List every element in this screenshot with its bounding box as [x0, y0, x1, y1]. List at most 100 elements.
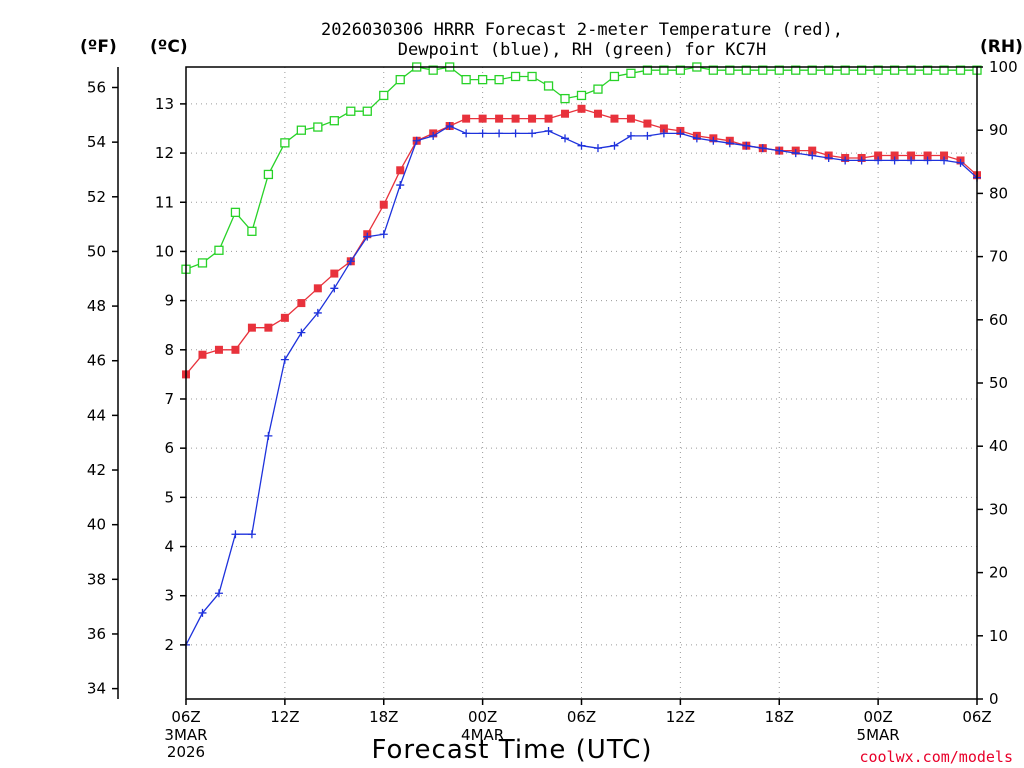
rh-point [593, 84, 603, 94]
x-tick-label: 18Z [765, 708, 794, 726]
celsius-unit-label: (ºC) [150, 37, 188, 57]
dewpoint-point [643, 131, 652, 140]
fahrenheit-tick-label: 50 [87, 242, 106, 260]
temperature-point [643, 119, 652, 128]
grid [186, 67, 977, 699]
dewpoint-point [692, 134, 701, 143]
dewpoint-point [940, 156, 949, 165]
dewpoint-point [758, 144, 767, 153]
temperature-point [478, 114, 487, 123]
rh-unit-label: (RH) [980, 37, 1023, 57]
rh-point [362, 106, 372, 116]
rh-tick-label: 20 [989, 564, 1008, 582]
rh-tick-label: 80 [989, 184, 1008, 202]
dewpoint-point [247, 530, 256, 539]
rh-point [527, 71, 537, 82]
dewpoint-point [610, 141, 619, 150]
x-date-label: 2026 [167, 743, 205, 761]
temperature-point [577, 104, 586, 113]
series-dewpoint [182, 122, 981, 649]
dewpoint-point [808, 151, 817, 160]
rh-tick-label: 50 [989, 374, 1008, 392]
rh-tick-label: 40 [989, 437, 1008, 455]
rh-point [576, 90, 587, 101]
rh-point [659, 65, 669, 75]
chart-title-line-1: 2026030306 HRRR Forecast 2-meter Tempera… [321, 20, 843, 40]
dewpoint-point [874, 156, 883, 165]
chart-title-line-2: Dewpoint (blue), RH (green) for KC7H [398, 40, 766, 60]
rh-point [329, 116, 339, 126]
rh-point [510, 71, 521, 82]
rh-tick-label: 10 [989, 627, 1008, 645]
dewpoint-point [857, 156, 866, 165]
temperature-point [264, 323, 273, 332]
fahrenheit-tick-label: 36 [87, 625, 106, 643]
rh-point [955, 65, 966, 75]
dewpoint-point [313, 308, 322, 317]
temperature-point [890, 151, 899, 160]
temperature-point [462, 114, 471, 123]
temperature-point [214, 345, 223, 354]
rh-point [560, 93, 570, 104]
dewpoint-point [775, 146, 784, 155]
dewpoint-point [379, 230, 388, 239]
rh-point [230, 207, 241, 218]
celsius-tick-label: 6 [164, 439, 174, 457]
celsius-tick-label: 13 [155, 95, 174, 113]
temperature-point [808, 146, 817, 155]
fahrenheit-tick-label: 54 [87, 133, 106, 151]
dewpoint-point [264, 431, 273, 440]
temperature-point [495, 114, 504, 123]
rh-point [461, 74, 471, 85]
rh-tick-label: 100 [989, 58, 1018, 76]
temperature-point [940, 151, 949, 160]
rh-point [889, 65, 900, 75]
temperature-point [528, 114, 537, 123]
x-tick-label: 12Z [666, 708, 695, 726]
dewpoint-point [363, 232, 372, 241]
temperature-point [396, 166, 405, 175]
dewpoint-point [346, 257, 355, 266]
x-tick-label: 12Z [270, 708, 299, 726]
temperature-point [330, 269, 339, 278]
dewpoint-point [626, 131, 635, 140]
celsius-tick-label: 10 [155, 242, 174, 260]
dewpoint-point [214, 589, 223, 598]
dewpoint-point [429, 131, 438, 140]
dewpoint-point [923, 156, 932, 165]
celsius-tick-label: 4 [164, 538, 174, 556]
temperature-point [280, 313, 289, 322]
temperature-point [297, 299, 306, 308]
rh-point [774, 65, 784, 75]
temperature-point [610, 114, 619, 123]
rh-point [856, 65, 867, 75]
rh-tick-label: 70 [989, 248, 1008, 266]
x-tick-label: 06Z [962, 708, 991, 726]
celsius-tick-label: 12 [155, 144, 174, 162]
x-tick-label: 06Z [171, 708, 200, 726]
dewpoint-point [330, 284, 339, 293]
rh-point [494, 74, 504, 85]
celsius-tick-label: 2 [164, 636, 174, 654]
rh-point [263, 169, 274, 180]
temperature-point [626, 114, 635, 123]
fahrenheit-tick-label: 34 [87, 680, 106, 698]
dewpoint-point [478, 129, 487, 138]
dewpoint-point [593, 144, 602, 153]
rh-point [609, 71, 620, 82]
rh-point [428, 65, 438, 75]
rh-point [741, 65, 751, 75]
x-tick-label: 00Z [863, 708, 892, 726]
rh-point [214, 245, 224, 255]
fahrenheit-tick-label: 48 [87, 297, 106, 315]
dewpoint-point [659, 129, 668, 138]
rh-point [758, 65, 768, 75]
temperature-point [907, 151, 916, 160]
dewpoint-point [824, 153, 833, 162]
temperature-point [313, 284, 322, 293]
celsius-tick-label: 3 [164, 587, 174, 605]
dewpoint-point [907, 156, 916, 165]
series-rh [181, 62, 982, 274]
fahrenheit-tick-label: 40 [87, 516, 106, 534]
fahrenheit-tick-label: 42 [87, 461, 106, 479]
